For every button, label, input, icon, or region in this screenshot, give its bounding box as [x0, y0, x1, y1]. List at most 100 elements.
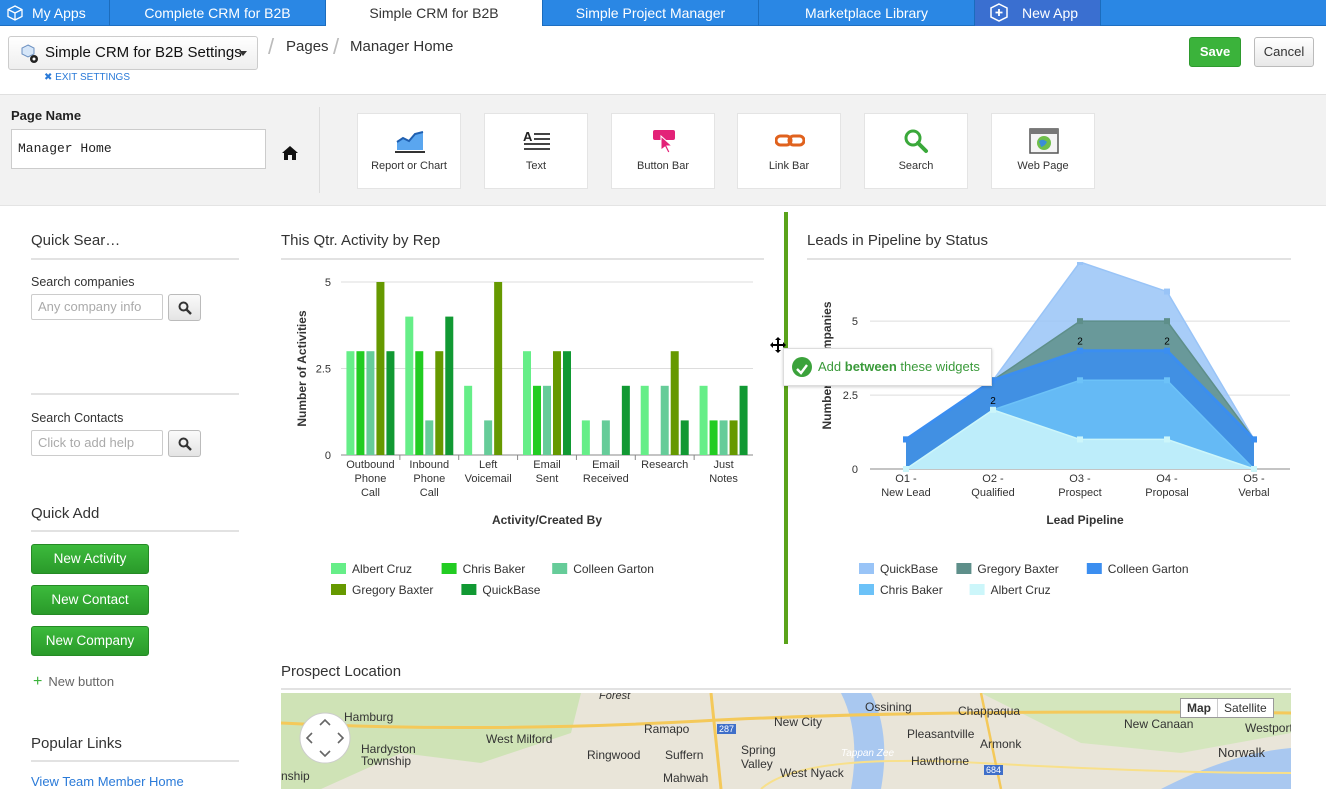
x-tick-label: Voicemail	[465, 473, 512, 485]
x-tick-label: Call	[420, 487, 439, 499]
y-tick-label: 5	[325, 277, 331, 289]
bar	[563, 351, 571, 455]
web-page-icon	[1029, 128, 1059, 154]
breadcrumb-pages[interactable]: Pages	[286, 38, 329, 55]
drop-indicator	[784, 212, 788, 644]
tab-complete-crm[interactable]: Complete CRM for B2B	[110, 0, 326, 26]
cancel-button[interactable]: Cancel	[1254, 37, 1314, 67]
legend-label: Albert Cruz	[352, 562, 412, 576]
tip-text: Add	[818, 359, 845, 374]
bar	[621, 385, 630, 455]
tab-simple-project-manager[interactable]: Simple Project Manager	[543, 0, 759, 26]
tab-label: Simple CRM for B2B	[369, 5, 499, 21]
x-tick-label: Just	[713, 459, 733, 471]
map-label: nship	[281, 769, 310, 783]
legend-swatch	[552, 563, 568, 574]
new-contact-button[interactable]: New Contact	[31, 585, 149, 615]
bar	[435, 351, 444, 455]
page-name-input[interactable]: Manager Home	[11, 129, 266, 169]
new-company-button[interactable]: New Company	[31, 626, 149, 656]
legend-label: Chris Baker	[880, 583, 943, 597]
x-tick-label: Phone	[413, 473, 445, 485]
map-label: Ossining	[865, 700, 912, 714]
legend-swatch	[441, 563, 457, 574]
widget-button-bar[interactable]: Button Bar	[611, 113, 715, 189]
x-tick-label: Sent	[536, 473, 559, 485]
tab-my-apps[interactable]: My Apps	[0, 0, 110, 26]
widget-web-page[interactable]: Web Page	[991, 113, 1095, 189]
map-pan-control[interactable]	[298, 711, 352, 765]
map-label: Ramapo	[644, 722, 690, 736]
bar	[709, 420, 718, 455]
tab-label: My Apps	[32, 5, 86, 21]
x-tick-label: Prospect	[1058, 487, 1101, 499]
new-button-link[interactable]: + New button	[33, 673, 114, 691]
map-label: Spring Valley	[741, 743, 776, 771]
area-point	[1164, 347, 1170, 354]
legend-swatch	[331, 584, 346, 595]
chevron-down-icon	[239, 51, 247, 56]
bar	[581, 420, 590, 455]
map-label: Chappaqua	[958, 704, 1021, 718]
search-contacts-input[interactable]: Click to add help	[31, 430, 163, 456]
map-label: New City	[774, 715, 823, 729]
legend-label: Colleen Garton	[1108, 562, 1189, 576]
area-point	[1077, 436, 1083, 443]
tab-label: Marketplace Library	[805, 5, 928, 21]
widget-label: Search	[898, 160, 934, 172]
map-label: Suffern	[665, 748, 704, 762]
legend-label: QuickBase	[880, 562, 938, 576]
exit-settings-label: EXIT SETTINGS	[55, 72, 131, 83]
search-companies-button[interactable]	[168, 294, 201, 321]
divider	[31, 393, 239, 395]
tab-simple-crm[interactable]: Simple CRM for B2B	[326, 0, 543, 26]
bar	[699, 385, 708, 455]
search-icon	[178, 437, 192, 451]
x-tick-label: Verbal	[1238, 487, 1269, 499]
page-name-label: Page Name	[11, 108, 82, 123]
view-team-member-home-link[interactable]: View Team Member Home	[31, 774, 184, 789]
widget-report-or-chart[interactable]: Report or Chart	[357, 113, 461, 189]
bar	[464, 385, 473, 455]
search-companies-label: Search companies	[31, 275, 135, 289]
bar	[729, 420, 738, 455]
point-label: 2	[1164, 337, 1170, 348]
legend-swatch	[969, 584, 985, 595]
search-companies-input[interactable]: Any company info	[31, 294, 163, 320]
widget-link-bar[interactable]: Link Bar	[737, 113, 841, 189]
bar	[366, 351, 375, 455]
new-activity-button[interactable]: New Activity	[31, 544, 149, 574]
legend-label: Colleen Garton	[573, 562, 654, 576]
save-button[interactable]: Save	[1189, 37, 1241, 67]
area-point	[1251, 436, 1257, 443]
map-type-map[interactable]: Map	[1181, 699, 1218, 717]
x-tick-label: O2 -	[982, 473, 1004, 485]
plus-icon: +	[33, 673, 43, 690]
breadcrumb-current: Manager Home	[350, 38, 454, 55]
app-settings-dropdown[interactable]: Simple CRM for B2B Settings	[8, 36, 258, 70]
bar	[660, 385, 669, 455]
widget-label: Link Bar	[768, 160, 810, 172]
exit-settings-link[interactable]: ✖ EXIT SETTINGS	[44, 72, 130, 83]
legend-swatch	[859, 584, 874, 595]
home-icon[interactable]	[281, 145, 299, 161]
tab-marketplace-library[interactable]: Marketplace Library	[759, 0, 975, 26]
map-type-satellite[interactable]: Satellite	[1224, 701, 1267, 715]
widget-search[interactable]: Search	[864, 113, 968, 189]
search-contacts-button[interactable]	[168, 430, 201, 457]
map-label: Hawthorne	[911, 754, 970, 768]
y-tick-label: 0	[852, 464, 858, 476]
x-tick-label: Call	[361, 487, 380, 499]
search-icon	[178, 301, 192, 315]
widget-text[interactable]: A Text	[484, 113, 588, 189]
checkmark-icon	[792, 357, 812, 377]
map-label: Ringwood	[587, 748, 641, 762]
prospect-location-map[interactable]: Forest Hamburg Ramapo New City Ossining …	[281, 693, 1291, 789]
close-icon: ✖	[44, 72, 56, 83]
area-point	[990, 406, 996, 413]
tab-new-app[interactable]: New App	[975, 0, 1101, 26]
bar	[356, 351, 365, 455]
area-point	[1251, 466, 1257, 472]
quick-add-title: Quick Add	[31, 505, 100, 522]
x-tick-label: O4 -	[1156, 473, 1178, 485]
